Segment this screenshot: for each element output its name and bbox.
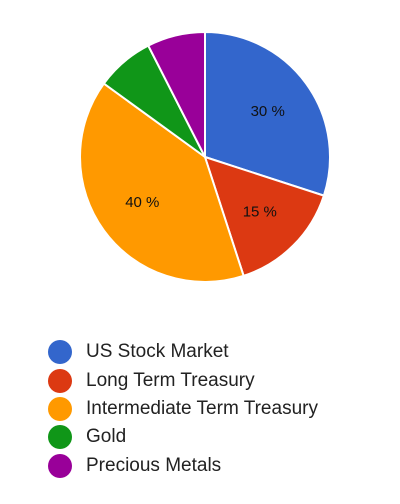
legend-swatch-intermediate-term-treasury: [48, 396, 72, 421]
legend-label: Precious Metals: [86, 454, 222, 476]
legend-label: Long Term Treasury: [86, 369, 255, 391]
pie-slice-intermediate-term-treasury[interactable]: [79, 82, 245, 283]
legend-label: Intermediate Term Treasury: [86, 397, 318, 419]
slice-label-intermediate-term-treasury: 40 %: [125, 194, 159, 211]
legend-item-long-term-treasury[interactable]: Long Term Treasury: [48, 366, 318, 394]
legend: US Stock Market Long Term Treasury Interme…: [48, 338, 318, 480]
legend-item-precious-metals[interactable]: Precious Metals: [48, 452, 318, 480]
legend-swatch-gold: [48, 425, 72, 450]
legend-swatch-us-stock-market: [48, 340, 72, 365]
pie-slice-us-stock-market[interactable]: [204, 30, 331, 197]
legend-label: US Stock Market: [86, 341, 229, 363]
legend-swatch-precious-metals: [48, 453, 72, 478]
legend-item-us-stock-market[interactable]: US Stock Market: [48, 338, 318, 366]
legend-label: Gold: [86, 426, 127, 448]
legend-item-gold[interactable]: Gold: [48, 423, 318, 451]
legend-item-intermediate-term-treasury[interactable]: Intermediate Term Treasury: [48, 395, 318, 423]
slice-label-long-term-treasury: 15 %: [243, 203, 277, 220]
pie-slice-precious-metals[interactable]: [146, 30, 206, 158]
slice-label-us-stock-market: 30 %: [251, 103, 285, 120]
pie-chart-svg: 30 % 15 % 40 %: [79, 30, 331, 283]
pie-chart: 30 % 15 % 40 %: [79, 30, 331, 283]
legend-swatch-long-term-treasury: [48, 368, 72, 393]
